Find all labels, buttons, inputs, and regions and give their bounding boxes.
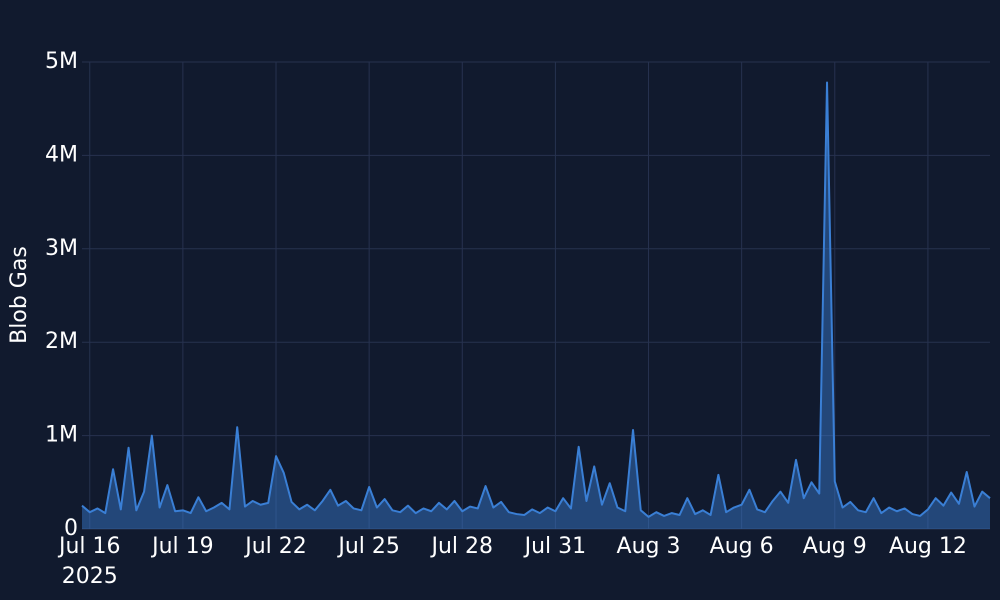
x-tick-label: Jul 28 <box>430 534 494 559</box>
x-tick-label: Aug 6 <box>710 534 774 559</box>
x-tick-label: Jul 22 <box>243 534 307 559</box>
x-tick-label: Aug 12 <box>889 534 967 559</box>
x-tick-year: 2025 <box>62 564 118 589</box>
x-tick-label: Jul 25 <box>336 534 400 559</box>
y-tick-label: 1M <box>45 423 78 448</box>
x-tick-label: Aug 9 <box>803 534 867 559</box>
y-axis-label: Blob Gas <box>7 246 32 344</box>
y-tick-label: 5M <box>45 49 78 74</box>
y-tick-label: 2M <box>45 329 78 354</box>
y-tick-label: 0 <box>64 516 78 541</box>
y-tick-label: 4M <box>45 142 78 167</box>
area-line <box>81 81 991 518</box>
x-tick-label: Jul 16 <box>57 534 121 559</box>
x-tick-label: Jul 31 <box>523 534 587 559</box>
x-tick-label: Jul 19 <box>150 534 214 559</box>
y-tick-label: 3M <box>45 236 78 261</box>
x-tick-label: Aug 3 <box>617 534 681 559</box>
